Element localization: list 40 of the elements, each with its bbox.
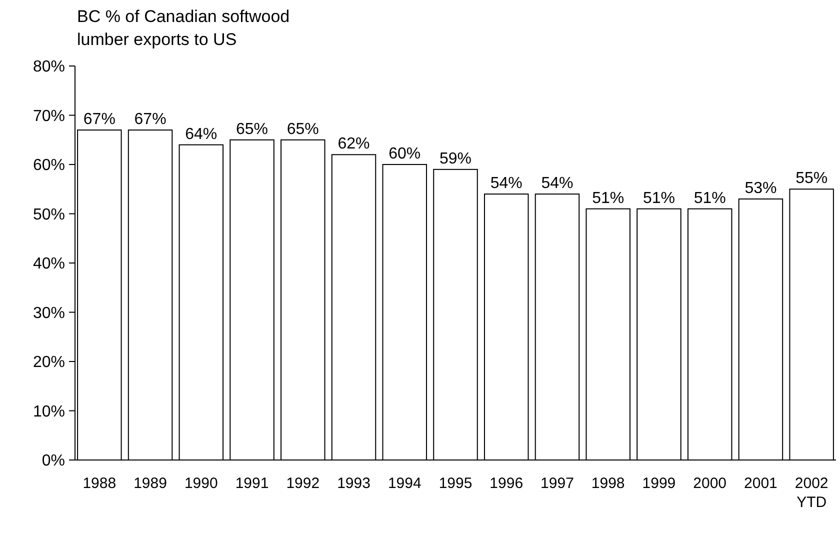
x-tick-label: 1988 xyxy=(82,475,116,492)
x-tick-label: 1991 xyxy=(235,475,269,492)
x-tick-label: 1990 xyxy=(184,475,218,492)
y-tick-label: 20% xyxy=(32,354,65,372)
x-tick-label: 1993 xyxy=(337,475,370,492)
data-label: 51% xyxy=(642,190,675,207)
data-label: 67% xyxy=(83,111,116,128)
y-tick-label: 70% xyxy=(32,108,65,125)
x-tick-label: 2001 xyxy=(744,475,778,492)
data-label: 62% xyxy=(338,136,370,153)
x-tick-label: 1994 xyxy=(388,475,422,492)
data-label: 64% xyxy=(185,126,218,143)
data-label: 59% xyxy=(439,150,472,168)
x-tick-label: 1997 xyxy=(540,475,574,492)
x-tick-label: 1996 xyxy=(490,475,524,492)
x-tick-label: 1998 xyxy=(591,475,625,492)
data-label: 60% xyxy=(388,146,421,162)
data-label: 65% xyxy=(236,120,268,138)
data-label: 53% xyxy=(744,180,777,197)
data-label: 54% xyxy=(490,175,522,192)
data-label: 65% xyxy=(286,120,319,138)
data-label: 55% xyxy=(796,170,828,188)
y-tick-label: 40% xyxy=(32,256,65,273)
data-label: 51% xyxy=(694,190,726,207)
x-tick-label: 2000 xyxy=(693,475,727,492)
x-tick-label: 1992 xyxy=(286,475,320,492)
x-tick-label: 1999 xyxy=(642,475,676,492)
y-tick-label: 10% xyxy=(32,403,65,420)
data-label: 51% xyxy=(592,190,624,207)
y-tick-label: 50% xyxy=(32,206,65,224)
x-tick-label: 2002 YTD xyxy=(794,475,828,511)
data-label: 67% xyxy=(134,111,166,128)
y-tick-label: 60% xyxy=(32,157,65,174)
x-tick-label: 1995 xyxy=(438,475,472,492)
y-tick-label: 30% xyxy=(32,304,65,322)
x-tick-label: 1989 xyxy=(134,475,167,492)
y-tick-label: 0% xyxy=(42,452,65,470)
data-label: 54% xyxy=(541,175,574,192)
chart-title: BC % of Canadian softwood lumber exports to US xyxy=(77,7,290,49)
y-tick-label: 80% xyxy=(32,58,65,76)
